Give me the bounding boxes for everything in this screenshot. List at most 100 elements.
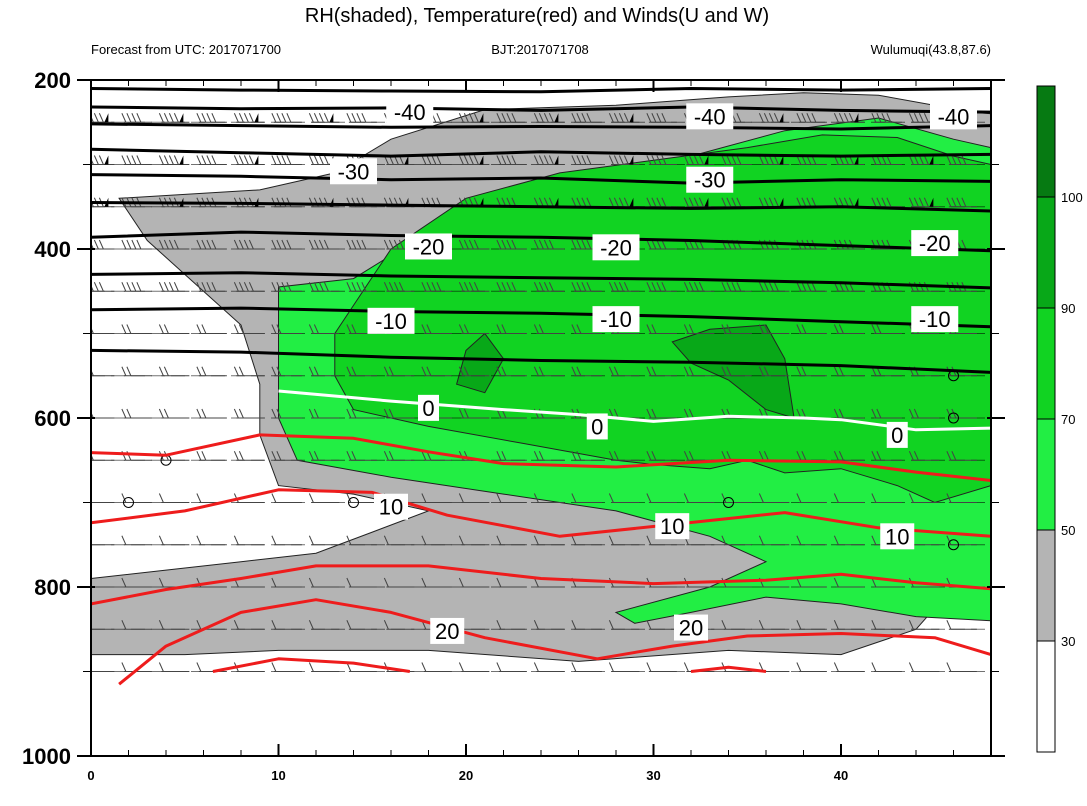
wind-barb-feather [496,282,502,292]
wind-barb [646,620,677,630]
wind-barb-feather [811,197,817,207]
wind-barb-pennant [479,155,484,165]
temperature-contour-20-14 [118,598,991,686]
wind-barb [308,535,340,546]
wind-barb-feather [238,239,244,250]
contour-label: 10 [655,513,690,540]
wind-barb-feather [908,662,914,672]
wind-barb-feather [196,535,202,545]
wind-barb [796,324,827,334]
wind-barb-feather [538,113,544,123]
wind-barb-feather [811,282,817,292]
contour-label-bg [686,166,734,193]
wind-barb-feather [918,155,924,165]
wind-barb-feather [923,113,929,123]
wind-barb [346,451,377,461]
wind-barb-feather [238,282,244,292]
wind-barb-feather [586,113,592,123]
wind-barb-pennant [779,197,784,207]
wind-barb-feather [646,113,652,123]
wind-barb-feather [351,282,357,292]
wind-barb-feather [796,366,802,376]
wind-barb-feather [276,282,282,292]
temperature-contour--40-2 [91,122,991,131]
wind-barb-pennant [554,197,559,207]
temperature-contour--20-6 [91,230,991,253]
wind-barb-feather [796,535,802,545]
wind-barb-feather [646,366,652,376]
wind-barb-pennant [854,155,859,165]
contour-label: -20 [405,233,452,260]
wind-barb-feather [773,155,779,165]
wind-barb-feather [806,282,812,292]
wind-barb-feather [458,577,464,588]
wind-barb-feather [683,451,689,461]
wind-barb [121,113,152,123]
wind-barb [271,577,302,588]
wind-barb-feather [613,113,619,123]
wind-barb-feather [201,155,207,165]
colorbar-tick-label: 100 [1061,190,1083,205]
wind-barb-feather [501,282,507,292]
wind-barb-feather [581,155,587,165]
wind-barb-feather [206,282,212,292]
wind-barb [871,577,902,588]
wind-barb [683,324,715,334]
wind-barb-feather [801,366,807,376]
wind-barb-pennant [104,155,109,165]
wind-barb [496,282,527,292]
contour-label-text: -30 [694,168,726,193]
wind-barb-feather [211,282,217,292]
wind-barb-feather [688,282,694,292]
wind-barb-feather [163,155,169,165]
wind-barb [646,662,677,672]
wind-barb-pennant [704,197,709,207]
wind-barb [571,282,602,292]
wind-barb [533,324,565,334]
wind-barb-feather [961,239,967,250]
wind-barb-feather [271,324,277,334]
wind-barb-feather [533,620,539,630]
wind-barb-feather [576,451,582,461]
contour-label: 0 [886,421,908,448]
wind-barb [346,282,377,292]
wind-barb-feather [698,282,704,292]
wind-barb-feather [463,155,469,165]
wind-barb [271,662,302,672]
wind-barb-feather [871,620,877,630]
wind-barb [833,493,865,503]
wind-barb-feather [131,113,137,123]
wind-barb-feather [796,324,802,334]
contour-label: 0 [418,394,439,421]
contour-label: -10 [592,306,640,333]
wind-barb-pennant [704,155,709,165]
wind-barb-pennant [629,155,634,165]
wind-barb [833,408,865,419]
wind-barb [646,493,677,503]
wind-barb-feather [271,493,277,503]
wind-barb-feather [501,366,507,376]
contour-label-text: 10 [379,495,403,520]
contour-label-text: -40 [694,104,726,129]
wind-barb-feather [473,239,479,250]
contour-label-text: 0 [891,423,903,448]
contour-label-bg [405,233,452,260]
contour-label: 10 [374,493,408,520]
wind-barb-feather [158,620,164,630]
wind-barb-feather [458,366,464,376]
wind-barb-pennant [779,113,784,123]
colorbar-segment-100 [1036,85,1056,198]
wind-barb [458,239,490,250]
wind-barb-feather [876,113,882,123]
wind-barb-feather [431,282,437,292]
wind-barb [308,282,340,292]
wind-barb-feather [543,239,549,250]
wind-barb-feather [758,451,764,461]
wind-barb [946,451,977,461]
wind-barb-feather [511,155,517,165]
wind-barb [833,324,865,334]
wind-barb [383,535,415,546]
wind-barb-feather [506,239,512,250]
wind-barb-feather [276,324,282,334]
wind-barb [871,451,902,461]
